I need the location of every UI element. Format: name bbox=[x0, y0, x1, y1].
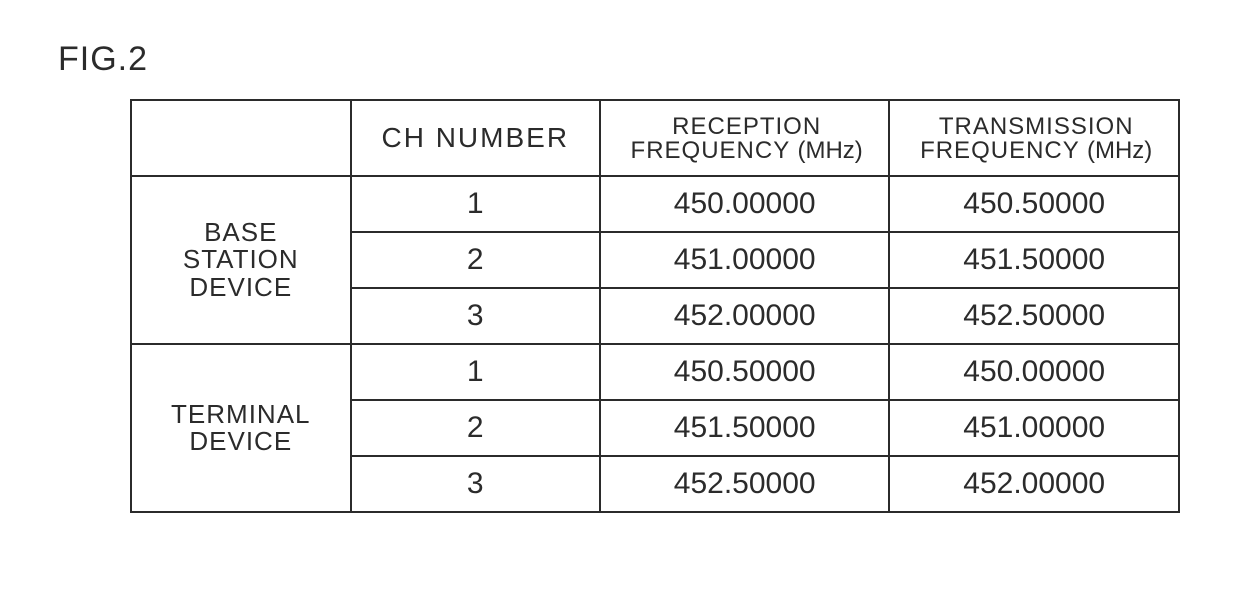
cell-rx: 450.00000 bbox=[600, 176, 889, 232]
cell-tx: 451.50000 bbox=[889, 232, 1179, 288]
cell-ch: 3 bbox=[351, 456, 600, 512]
header-blank bbox=[131, 100, 351, 176]
cell-ch: 3 bbox=[351, 288, 600, 344]
header-tx-top: TRANSMISSION bbox=[896, 115, 1172, 139]
header-tx-bottom: FREQUENCY (MHz) bbox=[896, 139, 1172, 163]
header-rx-unit: (MHz) bbox=[797, 137, 862, 164]
table-header-row: CH NUMBER RECEPTION FREQUENCY (MHz) TRAN… bbox=[131, 100, 1179, 176]
cell-ch: 1 bbox=[351, 344, 600, 400]
cell-tx: 450.50000 bbox=[889, 176, 1179, 232]
header-reception-frequency: RECEPTION FREQUENCY (MHz) bbox=[600, 100, 889, 176]
header-tx-bottom-word: FREQUENCY bbox=[920, 137, 1079, 164]
cell-rx: 452.00000 bbox=[600, 288, 889, 344]
header-rx-bottom-word: FREQUENCY bbox=[631, 137, 790, 164]
cell-tx: 450.00000 bbox=[889, 344, 1179, 400]
table-row: TERMINAL DEVICE 1 450.50000 450.00000 bbox=[131, 344, 1179, 400]
row-label-line: TERMINAL bbox=[132, 401, 350, 428]
cell-tx: 452.50000 bbox=[889, 288, 1179, 344]
header-tx-unit: (MHz) bbox=[1087, 137, 1152, 164]
header-rx-top: RECEPTION bbox=[607, 115, 882, 139]
cell-tx: 452.00000 bbox=[889, 456, 1179, 512]
cell-rx: 451.50000 bbox=[600, 400, 889, 456]
row-label-line: DEVICE bbox=[132, 428, 350, 455]
row-label-line: STATION bbox=[132, 246, 350, 273]
page: FIG.2 CH NUMBER RECEPTION FREQUENCY (MHz… bbox=[0, 0, 1240, 553]
row-label-line: BASE bbox=[132, 219, 350, 246]
cell-ch: 1 bbox=[351, 176, 600, 232]
cell-ch: 2 bbox=[351, 232, 600, 288]
row-label-terminal: TERMINAL DEVICE bbox=[131, 344, 351, 512]
cell-ch: 2 bbox=[351, 400, 600, 456]
row-label-line: DEVICE bbox=[132, 274, 350, 301]
cell-rx: 452.50000 bbox=[600, 456, 889, 512]
table-row: BASE STATION DEVICE 1 450.00000 450.5000… bbox=[131, 176, 1179, 232]
cell-rx: 450.50000 bbox=[600, 344, 889, 400]
figure-label: FIG.2 bbox=[58, 40, 1180, 79]
row-label-base-station: BASE STATION DEVICE bbox=[131, 176, 351, 344]
header-transmission-frequency: TRANSMISSION FREQUENCY (MHz) bbox=[889, 100, 1179, 176]
header-ch-number: CH NUMBER bbox=[351, 100, 600, 176]
frequency-table: CH NUMBER RECEPTION FREQUENCY (MHz) TRAN… bbox=[130, 99, 1180, 513]
cell-rx: 451.00000 bbox=[600, 232, 889, 288]
header-rx-bottom: FREQUENCY (MHz) bbox=[607, 139, 882, 163]
cell-tx: 451.00000 bbox=[889, 400, 1179, 456]
